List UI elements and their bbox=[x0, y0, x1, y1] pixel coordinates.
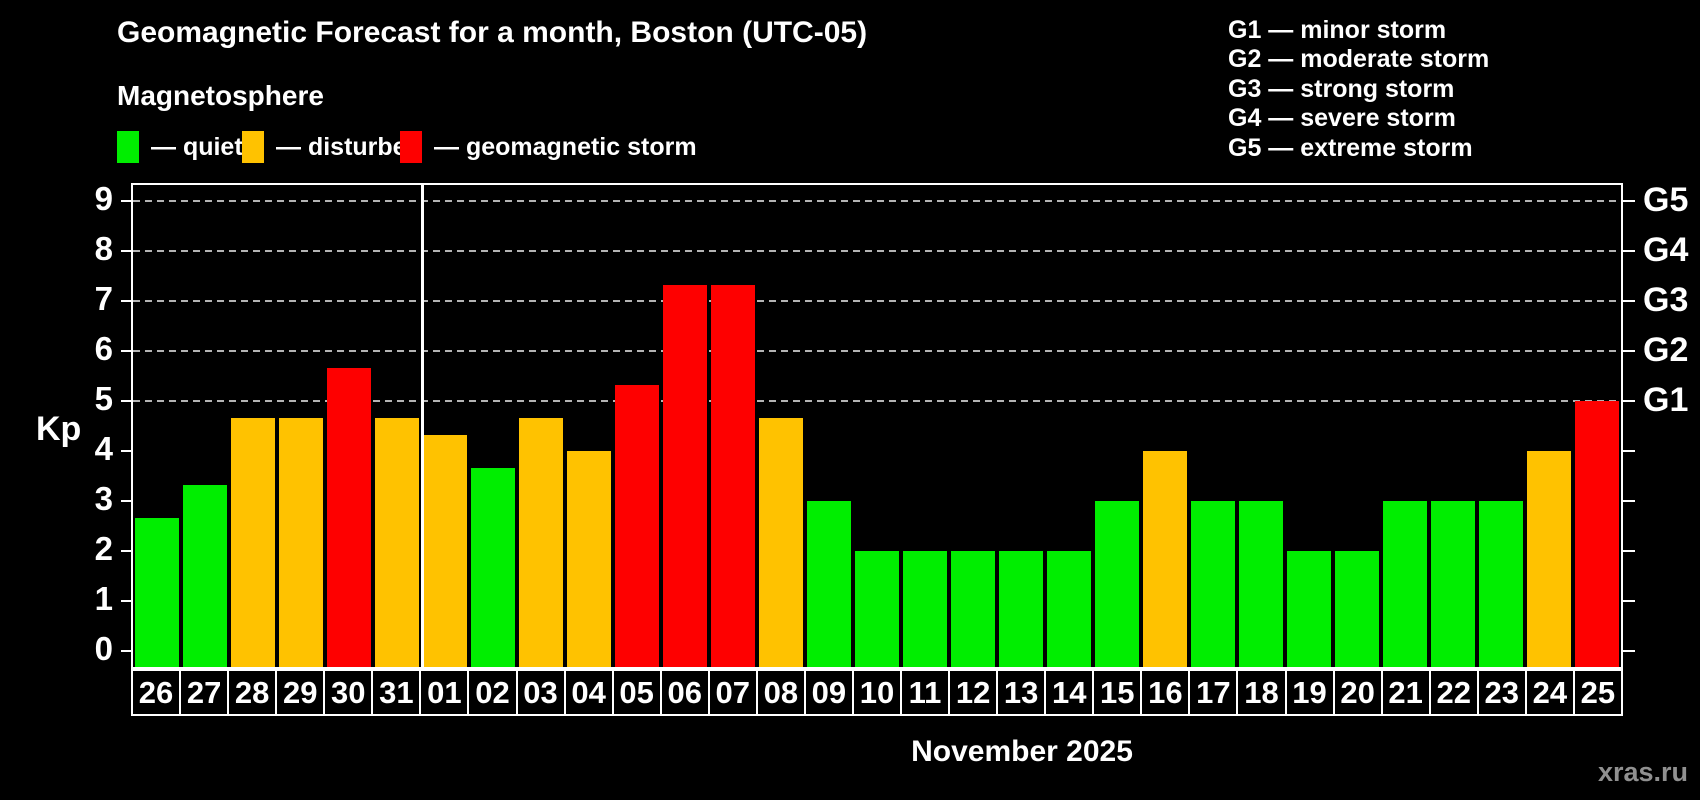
right-axis-tick bbox=[1623, 500, 1635, 502]
day-label-cell: 17 bbox=[1188, 671, 1236, 714]
left-axis-tick bbox=[121, 600, 131, 602]
day-label-cell: 03 bbox=[515, 671, 564, 714]
day-label-cell: 19 bbox=[1284, 671, 1333, 714]
right-axis-tick bbox=[1623, 350, 1635, 352]
y-axis-tick-label: 6 bbox=[94, 330, 113, 367]
page-title: Geomagnetic Forecast for a month, Boston… bbox=[117, 16, 868, 49]
storm-color-swatch bbox=[400, 131, 422, 163]
day-label-cell: 28 bbox=[227, 671, 275, 714]
left-axis-tick bbox=[121, 300, 131, 302]
day-label-cell: 10 bbox=[851, 671, 900, 714]
legend-item-quiet: — quiet bbox=[117, 131, 243, 163]
month-label: November 2025 bbox=[911, 735, 1133, 768]
plot-area bbox=[131, 183, 1623, 669]
day-label-cell: 31 bbox=[371, 671, 419, 714]
left-axis-tick bbox=[121, 250, 131, 252]
legend-item-storm: — geomagnetic storm bbox=[400, 131, 697, 163]
right-axis-tick bbox=[1623, 450, 1635, 452]
quiet-color-swatch bbox=[117, 131, 139, 163]
day-label-cell: 01 bbox=[419, 671, 467, 714]
left-axis-tick bbox=[121, 350, 131, 352]
storm-scale-line-g2: G2 — moderate storm bbox=[1228, 45, 1490, 74]
day-label-cell: 11 bbox=[900, 671, 948, 714]
y-axis-tick-label: 7 bbox=[94, 280, 113, 317]
day-label-cell: 22 bbox=[1428, 671, 1477, 714]
chart-subtitle: Magnetosphere bbox=[117, 80, 324, 111]
day-label-cell: 24 bbox=[1524, 671, 1573, 714]
storm-scale-line-g3: G3 — strong storm bbox=[1228, 74, 1455, 103]
y-axis-tick-label: 8 bbox=[94, 230, 113, 267]
disturbed-color-swatch bbox=[242, 131, 264, 163]
storm-scale-line-g4: G4 — severe storm bbox=[1228, 104, 1456, 133]
left-axis-tick bbox=[121, 500, 131, 502]
storm-scale-line-g5: G5 — extreme storm bbox=[1228, 133, 1473, 162]
legend-item-label: — quiet bbox=[151, 132, 243, 161]
left-axis-tick bbox=[121, 200, 131, 202]
kp-axis-label: Kp bbox=[36, 410, 82, 448]
storm-scale-legend: G1 — minor storm G2 — moderate storm G3 … bbox=[1228, 16, 1489, 163]
right-axis-tick bbox=[1623, 250, 1635, 252]
left-axis-tick bbox=[121, 550, 131, 552]
day-label-cell: 27 bbox=[179, 671, 227, 714]
g-axis-label-g4: G4 bbox=[1643, 231, 1689, 269]
day-label-cell: 09 bbox=[803, 671, 852, 714]
y-axis-tick-label: 0 bbox=[94, 630, 113, 667]
day-label-cell: 26 bbox=[138, 674, 174, 710]
storm-scale-line-g1: G1 — minor storm bbox=[1228, 16, 1447, 44]
g-axis-label-g5: G5 bbox=[1643, 181, 1689, 219]
month-separator-line bbox=[421, 185, 424, 667]
day-label-cell: 18 bbox=[1236, 671, 1284, 714]
day-label-cell: 04 bbox=[563, 671, 612, 714]
day-label-cell: 05 bbox=[611, 671, 660, 714]
day-label-cell: 15 bbox=[1092, 671, 1140, 714]
left-axis-tick bbox=[121, 400, 131, 402]
y-axis-tick-label: 3 bbox=[94, 480, 113, 517]
right-axis-tick bbox=[1623, 400, 1635, 402]
y-axis-tick-label: 1 bbox=[94, 580, 113, 617]
day-label-cell: 23 bbox=[1476, 671, 1525, 714]
day-label-cell: 25 bbox=[1572, 671, 1621, 714]
g-axis-label-g2: G2 bbox=[1643, 331, 1689, 369]
legend-item-label: — disturbed bbox=[276, 132, 422, 161]
day-label-cell: 30 bbox=[323, 671, 371, 714]
right-axis-tick bbox=[1623, 600, 1635, 602]
day-label-cell: 02 bbox=[467, 671, 515, 714]
legend-item-label: — geomagnetic storm bbox=[434, 132, 697, 161]
day-label-cell: 13 bbox=[996, 671, 1044, 714]
right-axis-tick bbox=[1623, 650, 1635, 652]
day-label-cell: 20 bbox=[1332, 671, 1381, 714]
day-label-cell: 12 bbox=[948, 671, 996, 714]
y-axis-tick-label: 2 bbox=[94, 530, 113, 567]
right-axis-tick bbox=[1623, 200, 1635, 202]
day-label-row: 26 27 28 29 30 31 01 02 03 04 05 06 07 08 09 10 11 12 13 14… bbox=[131, 669, 1623, 716]
day-label-cell: 16 bbox=[1140, 671, 1188, 714]
day-label-cell: 08 bbox=[755, 671, 804, 714]
legend-item-disturbed: — disturbed bbox=[242, 131, 422, 163]
right-axis-tick bbox=[1623, 550, 1635, 552]
day-label-cell: 29 bbox=[275, 671, 323, 714]
g-axis-label-g3: G3 bbox=[1643, 281, 1689, 319]
watermark: xras.ru bbox=[1597, 757, 1688, 787]
left-axis-tick bbox=[121, 650, 131, 652]
day-label-cell: 14 bbox=[1044, 671, 1092, 714]
y-axis-tick-label: 9 bbox=[94, 180, 113, 217]
day-label-cell: 21 bbox=[1380, 671, 1429, 714]
day-label-cell: 06 bbox=[659, 671, 708, 714]
right-axis-tick bbox=[1623, 300, 1635, 302]
g-axis-label-g1: G1 bbox=[1643, 381, 1689, 419]
day-label-cell: 07 bbox=[707, 671, 756, 714]
left-axis-tick bbox=[121, 450, 131, 452]
